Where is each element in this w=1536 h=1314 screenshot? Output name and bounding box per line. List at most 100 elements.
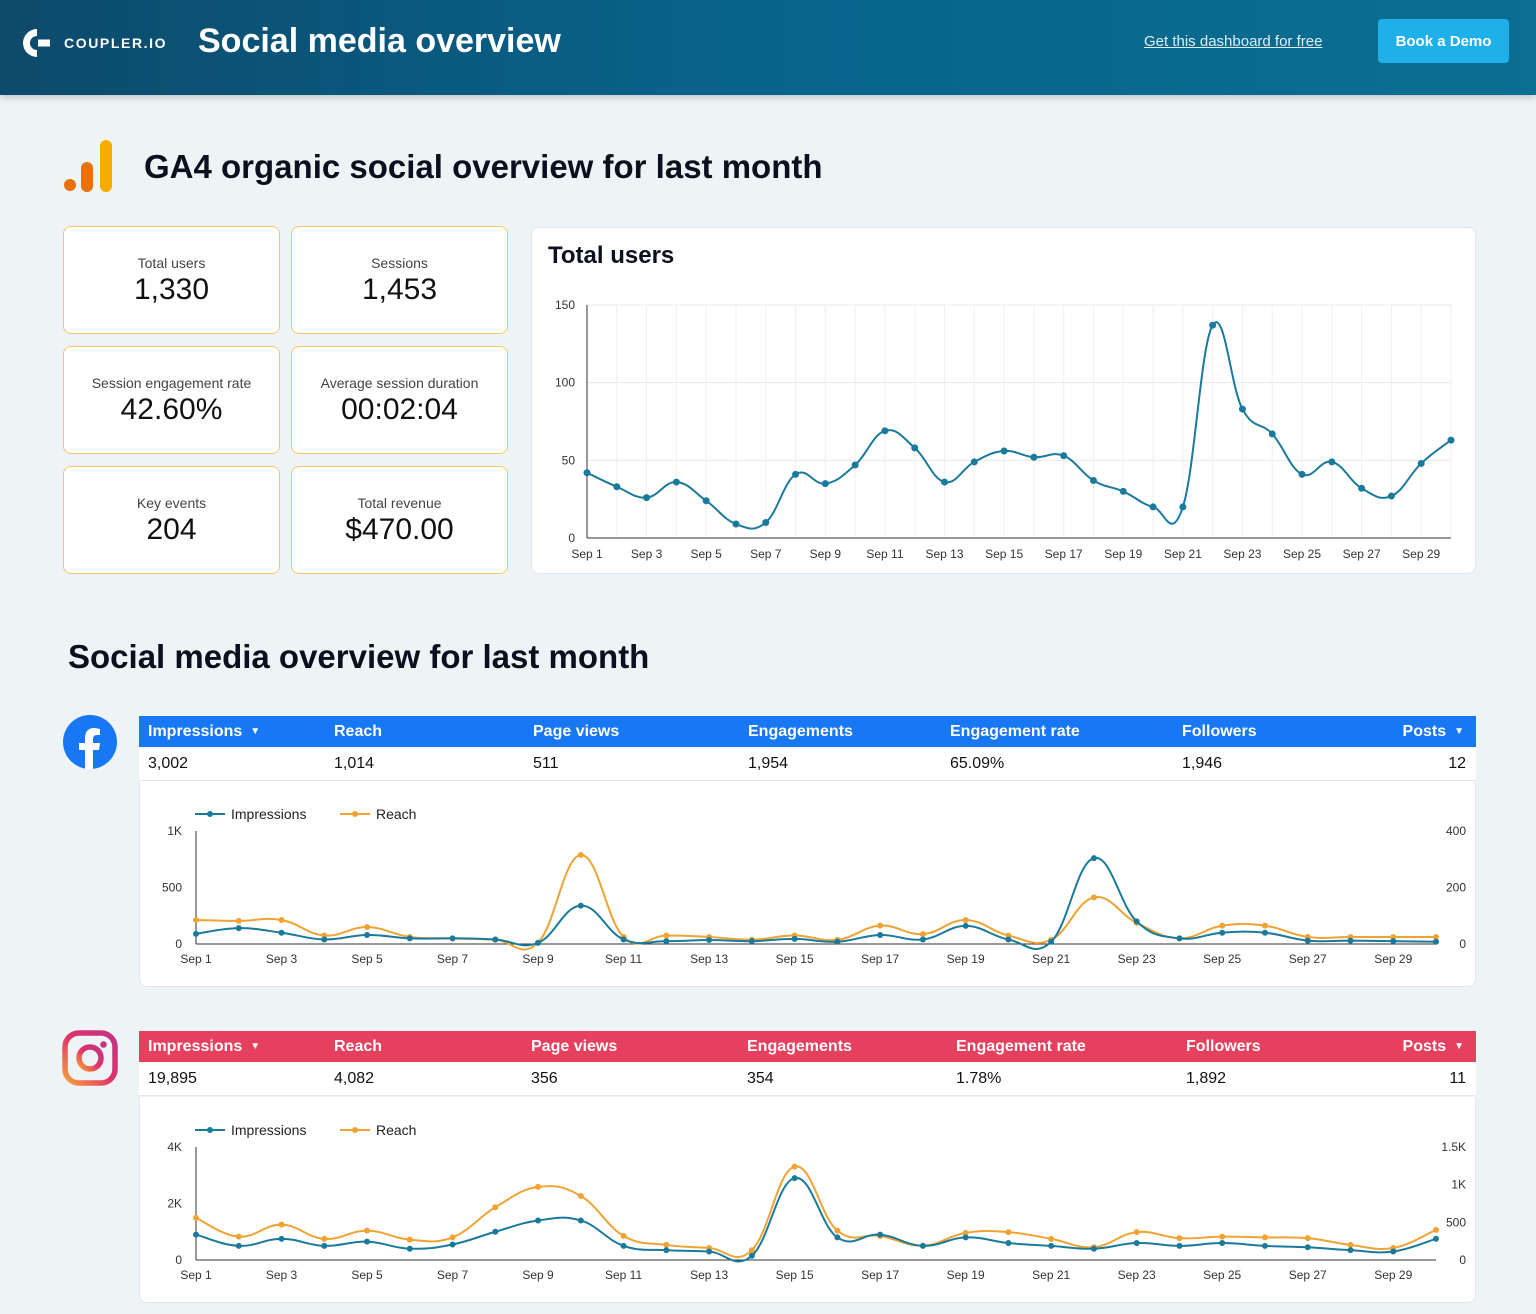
x-tick-label: Sep 29: [1402, 547, 1440, 561]
data-point: [1149, 503, 1157, 511]
x-tick-label: Sep 9: [522, 952, 554, 966]
data-point: [613, 483, 621, 491]
data-point: [193, 1214, 199, 1221]
x-tick-label: Sep 11: [866, 547, 903, 561]
header-label: Impressions: [148, 722, 243, 740]
data-point: [1304, 1235, 1311, 1242]
x-tick-label: Sep 11: [605, 952, 642, 966]
series-line-impressions: [195, 857, 1437, 951]
x-tick-label: Sep 17: [861, 1268, 899, 1282]
data-point: [970, 458, 978, 466]
col-reach[interactable]: Reach: [334, 1031, 382, 1062]
data-point: [235, 1242, 242, 1249]
col-page-views[interactable]: Page views: [533, 716, 619, 747]
data-point: [620, 1232, 627, 1239]
data-point: [449, 1234, 456, 1241]
book-demo-button[interactable]: Book a Demo: [1378, 19, 1509, 63]
data-point: [193, 1231, 199, 1238]
x-tick-label: Sep 27: [1343, 547, 1381, 561]
kpi-engagement-rate: Session engagement rate 42.60%: [63, 346, 280, 454]
legend-label: Impressions: [231, 806, 306, 822]
x-tick-label: Sep 23: [1118, 1268, 1156, 1282]
cell-posts: 12: [1448, 754, 1466, 772]
cell-followers: 1,946: [1182, 754, 1223, 772]
col-posts[interactable]: Posts ▼: [1403, 1031, 1464, 1062]
col-followers[interactable]: Followers: [1186, 1031, 1261, 1062]
data-point: [1417, 459, 1425, 467]
data-point: [406, 1236, 413, 1243]
x-tick-label: Sep 21: [1032, 1268, 1070, 1282]
col-engagements[interactable]: Engagements: [747, 1031, 852, 1062]
col-posts[interactable]: Posts ▼: [1403, 716, 1464, 747]
data-point: [1390, 938, 1397, 945]
data-point: [1304, 937, 1311, 944]
coupler-logo-icon: [23, 29, 50, 57]
y-left-tick-label: 1K: [167, 824, 182, 838]
data-point: [1089, 477, 1097, 485]
data-point: [1005, 1240, 1012, 1247]
kpi-total-revenue: Total revenue $470.00: [291, 466, 508, 574]
kpi-value: 204: [146, 513, 197, 546]
data-point: [364, 931, 371, 938]
data-point: [321, 1235, 328, 1242]
data-point: [919, 1242, 926, 1249]
kpi-value: 42.60%: [120, 393, 223, 426]
col-engagement-rate[interactable]: Engagement rate: [950, 716, 1080, 747]
facebook-icon: [63, 715, 117, 769]
data-point: [1090, 894, 1097, 901]
y-tick-label: 150: [555, 298, 575, 312]
data-point: [962, 922, 969, 929]
legend-label: Reach: [376, 1122, 416, 1138]
data-point: [792, 470, 800, 478]
col-impressions[interactable]: Impressions ▼: [148, 1031, 260, 1062]
col-engagement-rate[interactable]: Engagement rate: [956, 1031, 1086, 1062]
data-point: [877, 931, 884, 938]
data-point: [1176, 1235, 1183, 1242]
data-point: [706, 937, 713, 944]
header-label: Page views: [533, 722, 620, 740]
data-point: [577, 902, 584, 909]
col-reach[interactable]: Reach: [334, 716, 382, 747]
data-point: [877, 1231, 884, 1238]
facebook-table: Impressions ▼ Reach Page views Engagement…: [139, 716, 1476, 781]
cell-reach: 1,014: [334, 754, 375, 772]
data-point: [1060, 452, 1068, 460]
data-point: [278, 1235, 285, 1242]
y-right-tick-label: 500: [1446, 1215, 1466, 1229]
ga-section-title: GA4 organic social overview for last mon…: [144, 148, 823, 185]
col-engagements[interactable]: Engagements: [748, 716, 853, 747]
data-point: [1176, 1242, 1183, 1249]
data-point: [1347, 1241, 1354, 1248]
data-point: [364, 1227, 371, 1234]
y-left-tick-label: 4K: [167, 1140, 182, 1154]
col-page-views[interactable]: Page views: [531, 1031, 617, 1062]
data-point: [834, 938, 841, 945]
x-tick-label: Sep 29: [1374, 952, 1412, 966]
data-point: [748, 1252, 755, 1259]
kpi-value: 1,453: [361, 273, 438, 306]
x-tick-label: Sep 3: [631, 547, 663, 561]
data-point: [702, 497, 710, 505]
data-point: [1433, 938, 1439, 945]
data-point: [962, 916, 969, 923]
legend-marker: [352, 811, 358, 817]
x-tick-label: Sep 21: [1164, 547, 1202, 561]
cell-posts: 11: [1449, 1069, 1466, 1087]
table-row: 3,002 1,014 511 1,954 65.09% 1,946 12: [139, 747, 1476, 781]
x-tick-label: Sep 29: [1374, 1268, 1412, 1282]
x-tick-label: Sep 25: [1203, 1268, 1241, 1282]
data-point: [193, 916, 199, 923]
logo-text: COUPLER.IO: [64, 35, 168, 51]
col-followers[interactable]: Followers: [1182, 716, 1257, 747]
get-dashboard-link[interactable]: Get this dashboard for free: [1144, 33, 1323, 50]
header-label: Reach: [334, 722, 383, 740]
x-tick-label: Sep 5: [351, 952, 383, 966]
legend-marker: [207, 811, 213, 817]
col-impressions[interactable]: Impressions ▼: [148, 716, 260, 747]
data-point: [1133, 918, 1140, 925]
coupler-logo[interactable]: COUPLER.IO: [20, 26, 167, 60]
x-tick-label: Sep 13: [925, 547, 963, 561]
sort-desc-icon: ▼: [250, 1041, 261, 1052]
data-point: [1209, 321, 1217, 329]
facebook-chart-card: Impressions Reach 0 500 1K 0 200 400 Sep 1 Sep 3 S…: [139, 781, 1476, 987]
